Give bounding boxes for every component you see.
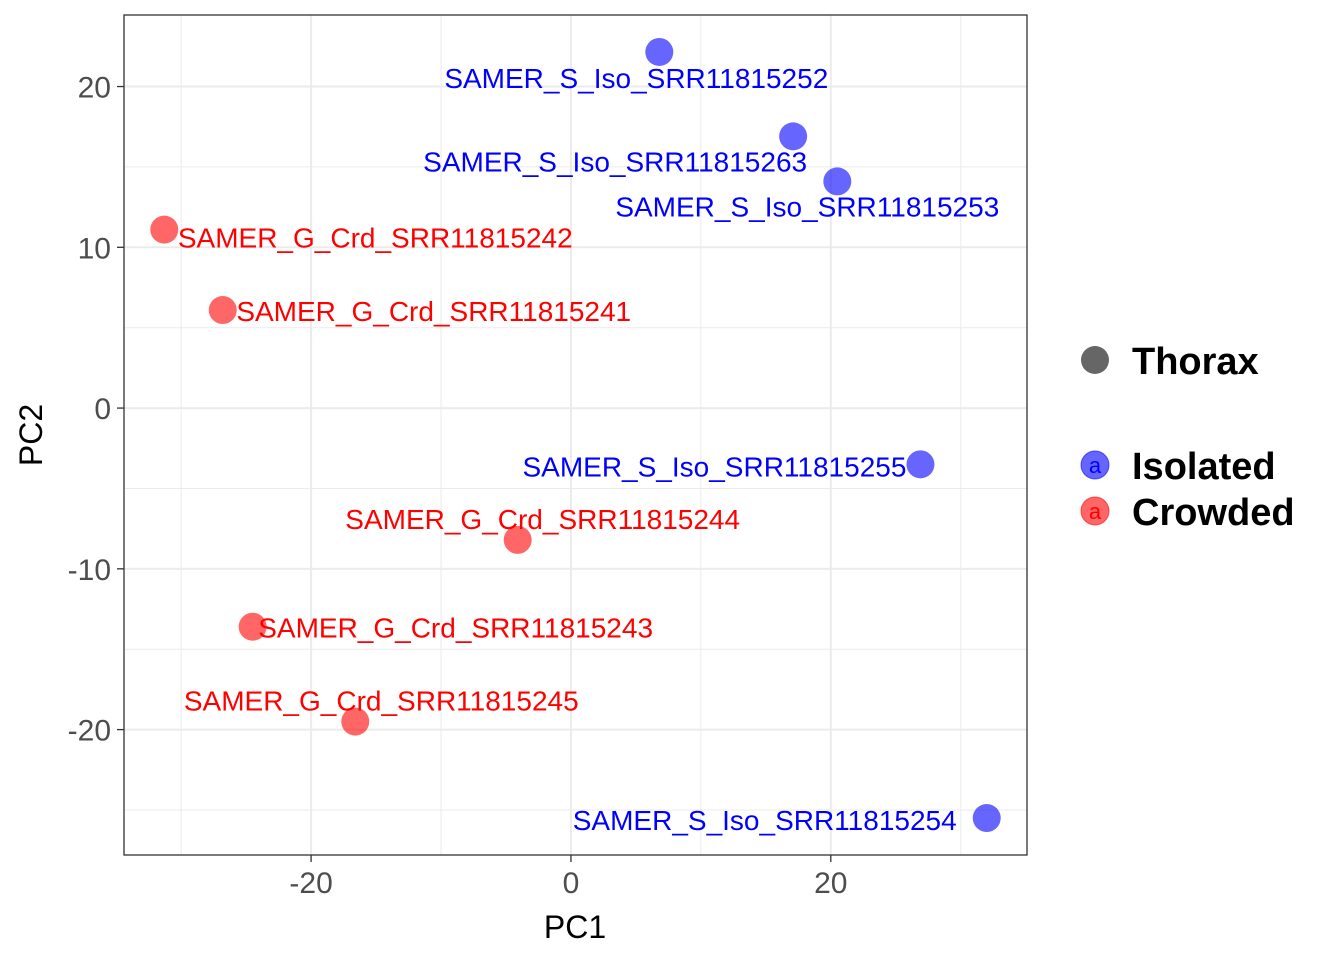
point-label: SAMER_G_Crd_SRR11815245 — [184, 686, 579, 717]
legend-key-crowded — [1080, 496, 1110, 526]
y-tick-label: -20 — [68, 715, 111, 748]
data-point — [150, 215, 179, 244]
point-label: SAMER_G_Crd_SRR11815243 — [258, 613, 653, 644]
x-tick-label: -20 — [289, 867, 332, 900]
data-point — [972, 804, 1001, 833]
data-point — [238, 612, 267, 641]
point-label: SAMER_G_Crd_SRR11815242 — [178, 223, 573, 254]
x-tick-label: 20 — [814, 867, 847, 900]
data-point — [906, 450, 935, 479]
panel-border — [123, 14, 1028, 856]
legend-key-thorax — [1081, 346, 1109, 374]
point-label: SAMER_S_Iso_SRR11815255 — [522, 451, 906, 482]
legend-key-glyph: a — [1089, 453, 1102, 478]
axis-ticks: -20 0 20 -20 -10 0 10 20 — [68, 72, 848, 900]
point-label: SAMER_G_Crd_SRR11815241 — [236, 296, 631, 327]
point-label: SAMER_S_Iso_SRR11815254 — [573, 805, 957, 836]
data-point — [823, 167, 852, 196]
data-point — [503, 525, 532, 554]
point-label: SAMER_S_Iso_SRR11815263 — [423, 146, 807, 177]
data-point — [208, 296, 237, 325]
data-point — [645, 37, 674, 66]
x-axis-label: PC1 — [544, 909, 606, 945]
data-point — [779, 122, 808, 151]
y-tick-label: 10 — [78, 232, 111, 265]
legend-label-isolated: Isolated — [1132, 446, 1276, 488]
y-tick-label: 20 — [78, 72, 111, 105]
data-point — [341, 707, 370, 736]
point-label: SAMER_S_Iso_SRR11815252 — [444, 63, 828, 94]
legend-key-isolated — [1080, 450, 1110, 480]
y-tick-label: 0 — [94, 393, 111, 426]
y-tick-label: -10 — [68, 554, 111, 587]
legend-label-thorax: Thorax — [1132, 341, 1259, 383]
y-axis-label: PC2 — [13, 404, 49, 466]
grid — [124, 15, 1027, 855]
point-label: SAMER_G_Crd_SRR11815244 — [345, 504, 740, 535]
point-labels: SAMER_S_Iso_SRR11815252 SAMER_S_Iso_SRR11… — [178, 63, 999, 836]
point-label: SAMER_S_Iso_SRR11815253 — [615, 191, 999, 222]
x-tick-label: 0 — [563, 867, 580, 900]
points — [150, 37, 1001, 833]
legend-key-glyph: a — [1089, 499, 1102, 524]
legend: Thorax a Isolated a Crowded — [1080, 341, 1295, 534]
legend-label-crowded: Crowded — [1132, 492, 1295, 534]
